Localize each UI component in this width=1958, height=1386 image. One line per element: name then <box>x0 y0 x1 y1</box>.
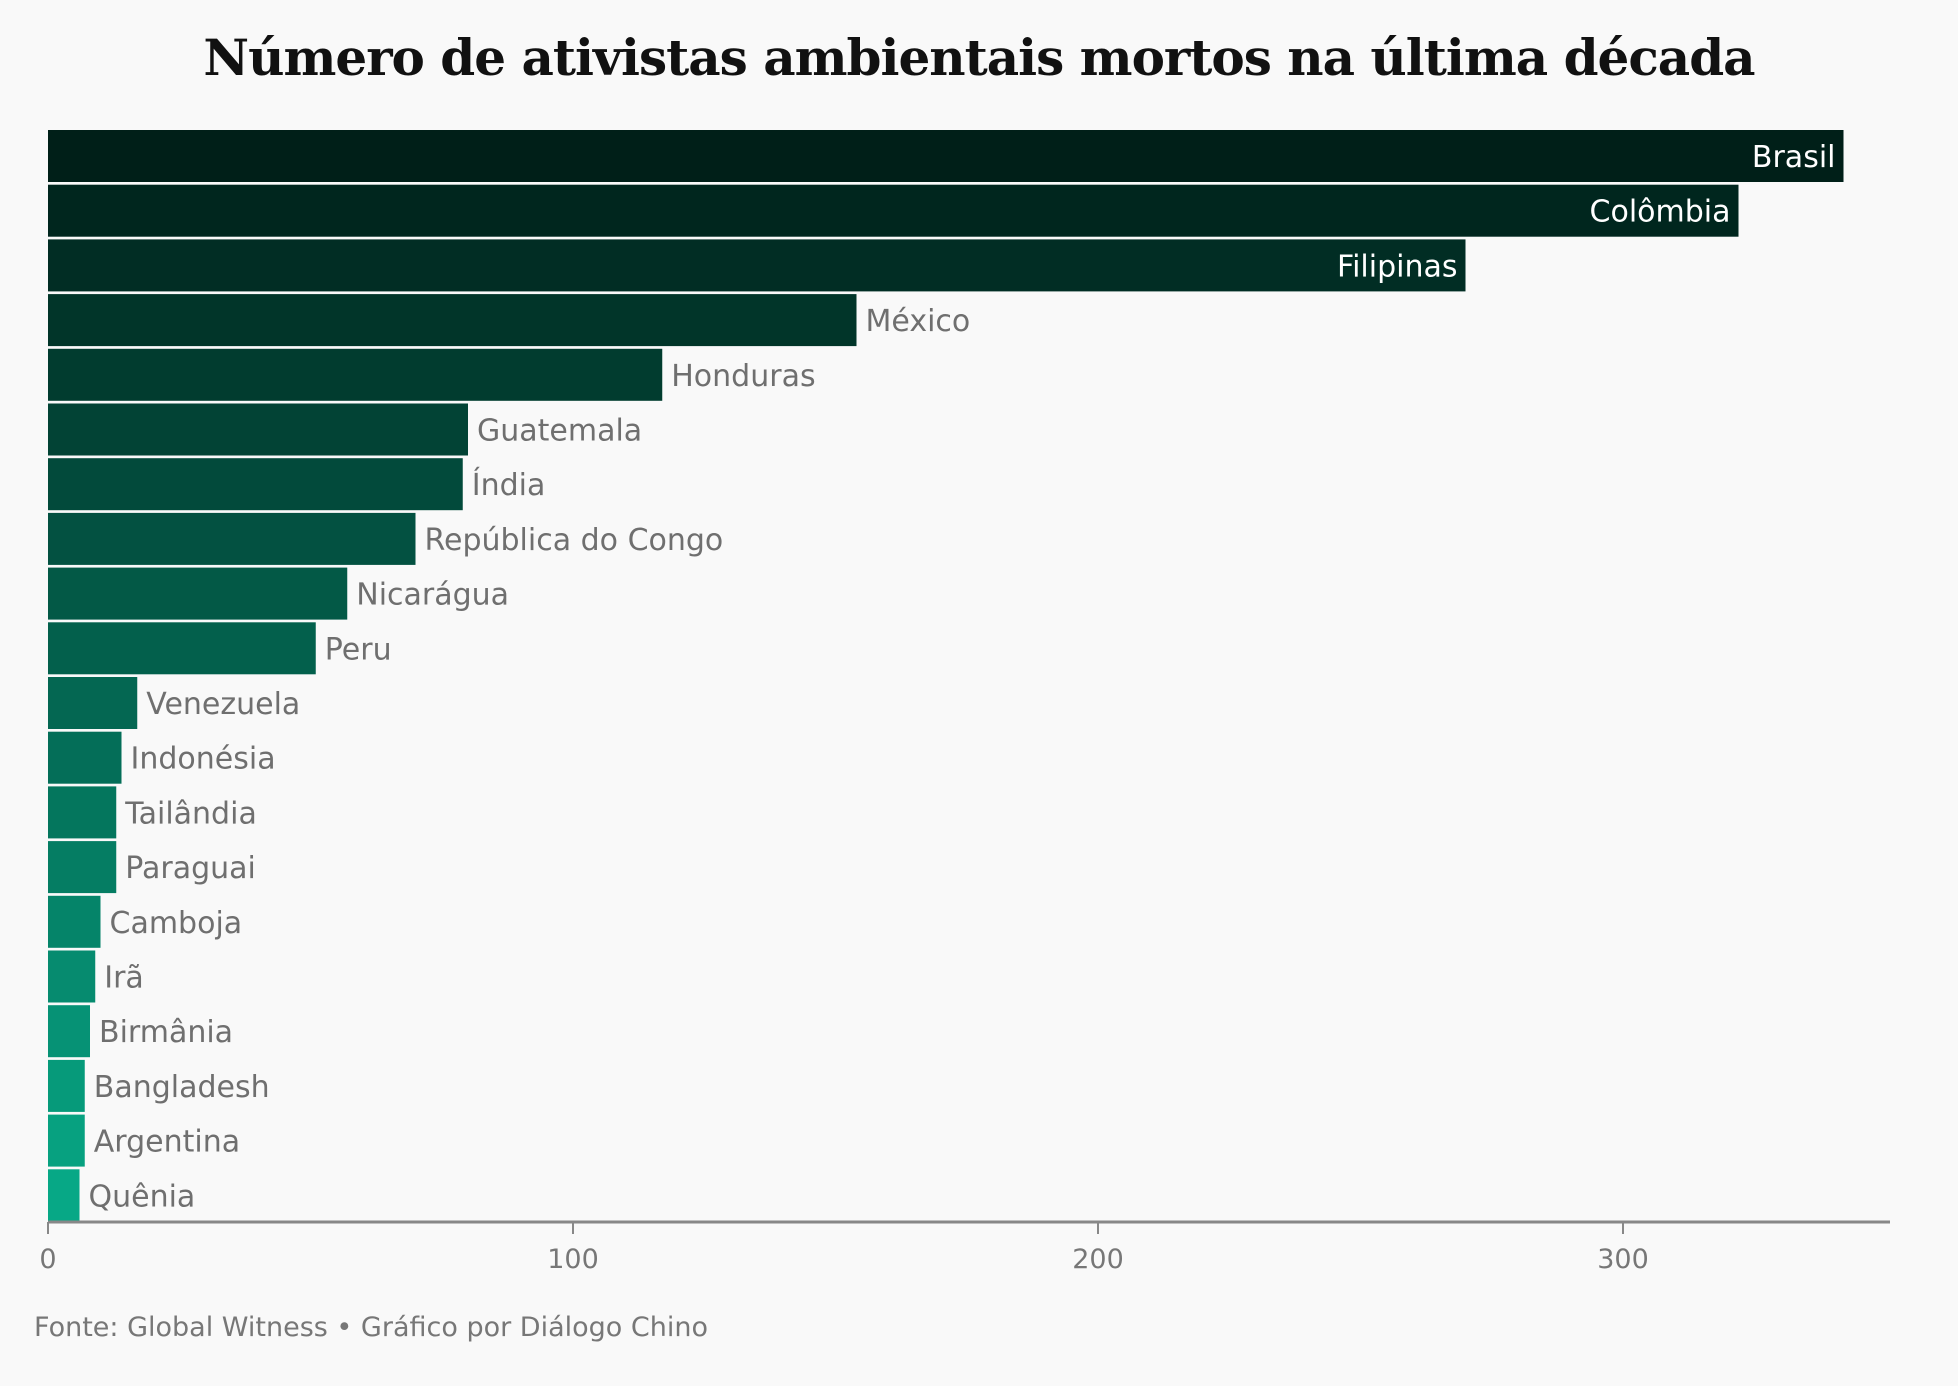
bar-label-brasil: Brasil <box>1752 140 1836 175</box>
bar-honduras <box>48 348 663 401</box>
bar-label-india: Índia <box>472 467 546 503</box>
bar-label-republica-do-congo: República do Congo <box>425 523 724 558</box>
bar-quenia <box>48 1169 80 1222</box>
bar-filipinas <box>48 239 1466 292</box>
bar-label-mexico: México <box>866 304 971 339</box>
bar-chart: Brasil Colômbia Filipinas México Honduras Gua… <box>39 130 1890 1275</box>
bar-label-filipinas: Filipinas <box>1337 249 1457 284</box>
bar-label-bangladesh: Bangladesh <box>94 1070 270 1105</box>
bar-label-peru: Peru <box>325 632 392 667</box>
bar-label-paraguai: Paraguai <box>125 851 256 886</box>
bar-label-colombia: Colômbia <box>1590 195 1731 230</box>
bar-venezuela <box>48 677 138 729</box>
bar-label-argentina: Argentina <box>94 1125 240 1160</box>
bar-camboja <box>48 895 101 948</box>
bar-mexico <box>48 294 857 347</box>
bar-paraguai <box>48 841 117 894</box>
bar-label-guatemala: Guatemala <box>477 414 642 449</box>
bar-ira <box>48 950 96 1003</box>
bar-birmania <box>48 1005 90 1058</box>
bar-label-birmania: Birmânia <box>99 1015 233 1050</box>
bar-tailandia <box>48 786 117 839</box>
x-tick-label-0: 0 <box>39 1244 56 1275</box>
bar-peru <box>48 622 316 675</box>
x-tick-label-100: 100 <box>547 1244 599 1275</box>
bar-label-camboja: Camboja <box>110 906 243 941</box>
bar-indonesia <box>48 731 122 784</box>
x-tick-label-300: 300 <box>1597 1244 1649 1275</box>
bar-bangladesh <box>48 1059 85 1112</box>
x-tick-label-200: 200 <box>1072 1244 1124 1275</box>
bar-label-ira: Irã <box>104 961 144 996</box>
bar-india <box>48 458 463 511</box>
bar-brasil <box>48 130 1844 182</box>
bar-argentina <box>48 1114 85 1167</box>
bar-labels-group: Brasil Colômbia Filipinas México Honduras Gua… <box>89 140 1836 1214</box>
bar-label-honduras: Honduras <box>671 359 815 394</box>
bar-colombia <box>48 184 1739 237</box>
source-note: Fonte: Global Witness • Gráfico por Diál… <box>34 1312 708 1343</box>
bar-guatemala <box>48 403 468 456</box>
bar-label-indonesia: Indonésia <box>131 742 276 777</box>
bar-republica-do-congo <box>48 512 416 565</box>
x-axis: 0 100 200 300 <box>39 1220 1890 1275</box>
bar-label-quenia: Quênia <box>89 1179 196 1214</box>
bar-label-tailandia: Tailândia <box>124 796 257 831</box>
bar-label-venezuela: Venezuela <box>146 687 300 722</box>
bars-group <box>48 130 1844 1222</box>
bar-nicaragua <box>48 567 348 620</box>
bar-label-nicaragua: Nicarágua <box>356 578 509 613</box>
chart-title: Número de ativistas ambientais mortos na… <box>203 28 1755 87</box>
